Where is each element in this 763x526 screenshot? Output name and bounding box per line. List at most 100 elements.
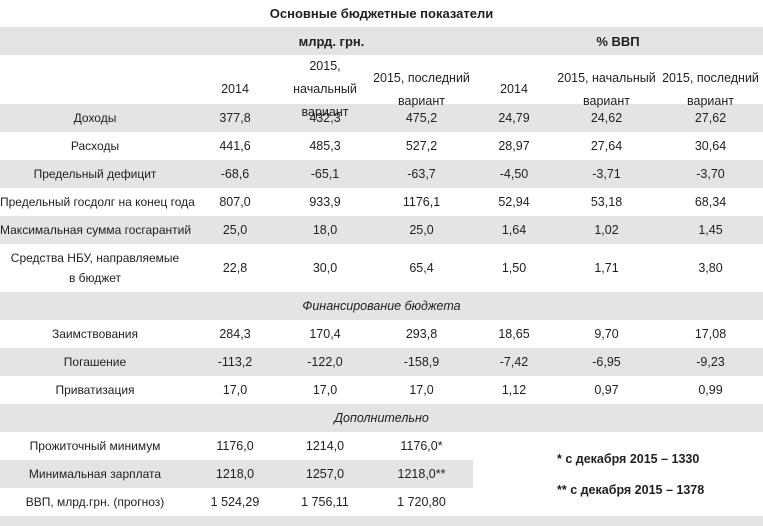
- cell-value: 1,12: [501, 383, 527, 397]
- row-label: ВВП, млрд.грн. (прогноз): [25, 495, 165, 509]
- column-header-2015-initial-money: 2015, начальный вариант: [293, 59, 357, 119]
- cell-value: 1176,0*: [400, 439, 443, 453]
- row-label: Прожиточный минимум: [29, 439, 161, 453]
- cell-value: 28,97: [498, 139, 530, 153]
- cell-value: 53,18: [590, 195, 623, 209]
- cell-value: 432,3: [309, 111, 341, 125]
- cell-value: 1176,1: [402, 195, 441, 209]
- cell-value: 24,62: [590, 111, 623, 125]
- table-row-subsistence-minimum: Прожиточный минимум 1176,0 1214,0 1176,0…: [0, 432, 473, 460]
- cell-value: 1,02: [594, 223, 619, 237]
- table-row-repayment: Погашение -113,2 -122,0 -158,9 -7,42 -6,…: [0, 348, 763, 376]
- cell-value: -7,42: [499, 355, 529, 369]
- section-header-financing: Финансирование бюджета: [0, 292, 763, 320]
- cell-value: 1,45: [698, 223, 723, 237]
- cell-value: 527,2: [405, 139, 438, 153]
- table-row-minimum-wage: Минимальная зарплата 1218,0 1257,0 1218,…: [0, 460, 473, 488]
- cell-value: 1176,0: [216, 439, 254, 453]
- cell-value: 284,3: [219, 327, 251, 341]
- footnote-december-wage: ** с декабря 2015 – 1378: [557, 482, 705, 497]
- table-row-gdp-forecast: ВВП, млрд.грн. (прогноз) 1 524,29 1 756,…: [0, 488, 473, 516]
- table-row-borrowings: Заимствования 284,3 170,4 293,8 18,65 9,…: [0, 320, 763, 348]
- cell-value: 27,62: [694, 111, 727, 125]
- cell-value: 17,0: [409, 383, 434, 397]
- unit-group-money: млрд. грн.: [298, 33, 365, 49]
- cell-value: 1257,0: [305, 467, 345, 481]
- table-row-expenditures: Расходы 441,6 485,3 527,2 28,97 27,64 30…: [0, 132, 763, 160]
- cell-value: 30,0: [312, 261, 338, 275]
- unit-group-gdp: % ВВП: [596, 33, 640, 49]
- cell-value: 25,0: [409, 223, 434, 237]
- cell-value: -158,9: [403, 355, 440, 369]
- column-header-2015-final-money: 2015, последний вариант: [373, 70, 470, 108]
- cell-value: 68,34: [694, 195, 727, 209]
- cell-value: 1 720,80: [397, 495, 446, 509]
- cell-value: 24,79: [498, 111, 530, 125]
- footnote-december-minimum: * с декабря 2015 – 1330: [557, 451, 700, 466]
- table-row-deficit-limit: Предельный дефицит -68,6 -65,1 -63,7 -4,…: [0, 160, 763, 188]
- row-label: Доходы: [73, 111, 117, 125]
- cell-value: 65,4: [409, 261, 434, 275]
- cell-value: -113,2: [217, 355, 253, 369]
- row-label: Погашение: [63, 355, 127, 369]
- row-label: Предельный госдолг на конец года: [0, 195, 195, 209]
- cell-value: 3,80: [698, 261, 723, 275]
- cell-value: 17,08: [694, 327, 727, 341]
- cell-value: 22,8: [222, 261, 248, 275]
- cell-value: 0,97: [594, 383, 619, 397]
- cell-value: 377,8: [219, 111, 251, 125]
- cell-value: 485,3: [309, 139, 341, 153]
- cell-value: 17,0: [222, 383, 248, 397]
- cell-value: 1 524,29: [210, 495, 260, 509]
- cell-value: 1 756,11: [301, 495, 349, 509]
- cell-value: 1,64: [501, 223, 527, 237]
- cell-value: 52,94: [498, 195, 530, 209]
- cell-value: -6,95: [592, 355, 621, 369]
- column-header-2014-gdp: 2014: [500, 82, 528, 96]
- cell-value: 30,64: [694, 139, 727, 153]
- table-row-revenues: Доходы 377,8 432,3 475,2 24,79 24,62 27,…: [0, 104, 763, 132]
- column-header-row: 2014 2015, начальный вариант 2015, после…: [0, 55, 763, 119]
- column-header-2015-initial-gdp: 2015, начальный вариант: [557, 70, 656, 108]
- cell-value: 1218,0: [215, 467, 255, 481]
- column-header-2015-final-gdp: 2015, последний вариант: [662, 70, 759, 108]
- row-label: Заимствования: [51, 327, 139, 341]
- table-row-privatization: Приватизация 17,0 17,0 17,0 1,12 0,97 0,…: [0, 376, 763, 404]
- column-header-2014-money: 2014: [221, 82, 249, 96]
- row-label: Минимальная зарплата: [28, 467, 162, 481]
- cell-value: -65,1: [310, 167, 340, 181]
- cell-value: -9,23: [696, 355, 725, 369]
- row-label: Предельный дефицит: [33, 167, 157, 181]
- cell-value: 9,70: [594, 327, 619, 341]
- row-label: Приватизация: [55, 383, 135, 397]
- unit-group-header-row: млрд. грн. % ВВП: [0, 27, 763, 55]
- cell-value: 17,0: [312, 383, 338, 397]
- cell-value: 1,71: [594, 261, 619, 275]
- cell-value: 441,6: [219, 139, 251, 153]
- table-row-max-guarantees: Максимальная сумма госгарантий 25,0 18,0…: [0, 216, 763, 244]
- section-header-additional: Дополнительно: [0, 404, 763, 432]
- cell-value: -68,6: [220, 167, 250, 181]
- cell-value: 27,64: [590, 139, 623, 153]
- cell-value: -3,70: [696, 167, 725, 181]
- cell-value: -122,0: [307, 355, 343, 369]
- table-row-nbu-funds: Средства НБУ, направляемые в бюджет 22,8…: [0, 244, 763, 292]
- bottom-band: [0, 516, 763, 526]
- row-label: Средства НБУ, направляемые в бюджет: [10, 251, 180, 285]
- cell-value: 18,65: [498, 327, 530, 341]
- additional-rows: Прожиточный минимум 1176,0 1214,0 1176,0…: [0, 432, 473, 516]
- cell-value: -63,7: [407, 167, 436, 181]
- cell-value: -3,71: [592, 167, 621, 181]
- cell-value: 1214,0: [305, 439, 345, 453]
- cell-value: 1,50: [501, 261, 527, 275]
- footnotes-area: * с декабря 2015 – 1330 ** с декабря 201…: [473, 432, 763, 516]
- additional-section-body: Прожиточный минимум 1176,0 1214,0 1176,0…: [0, 432, 763, 516]
- cell-value: 1218,0**: [397, 467, 446, 481]
- table-title: Основные бюджетные показатели: [269, 6, 494, 21]
- table-row-state-debt-limit: Предельный госдолг на конец года 807,0 9…: [0, 188, 763, 216]
- cell-value: 807,0: [219, 195, 251, 209]
- cell-value: 293,8: [405, 327, 438, 341]
- cell-value: 170,4: [309, 327, 341, 341]
- cell-value: 475,2: [405, 111, 438, 125]
